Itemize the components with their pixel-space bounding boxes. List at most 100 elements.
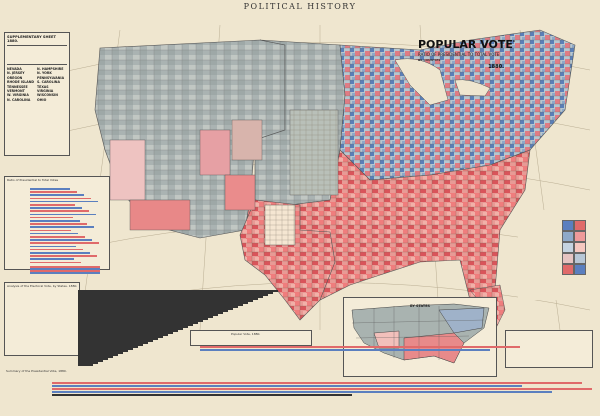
ratio-total-bar [30, 270, 100, 272]
analysis-chart-title: Analysis of the Electoral Vote, by State… [7, 284, 78, 288]
supplementary-notes [7, 45, 67, 65]
key-swatch [562, 220, 574, 231]
supplementary-title: SUPPLEMENTARY SHEET 1880. [7, 35, 56, 43]
new-mexico-region [224, 174, 256, 211]
analysis-bar [78, 336, 163, 338]
popular-vote-label: Popular Vote, 1880. [231, 332, 261, 336]
key-swatch [574, 264, 586, 275]
popular-bar [200, 346, 520, 348]
texas-region [239, 199, 336, 321]
analysis-bar [78, 320, 203, 322]
ratio-bar [30, 220, 80, 222]
supplementary-state: N. YORK [37, 71, 52, 76]
analysis-bar [78, 328, 183, 330]
analysis-bar [78, 294, 268, 296]
map-subtitle: RATIO OF PRESIDENTIAL TO TOTAL VOTE [418, 52, 500, 57]
ratio-bar [30, 210, 89, 212]
supplementary-state: NEVADA [7, 67, 22, 71]
supplementary-sheet-box: SUPPLEMENTARY SHEET 1880. NEVADA N. HAMPS… [4, 32, 70, 156]
bottom-bar [52, 394, 352, 396]
supplementary-state: PENNSYLVANIA [37, 75, 65, 80]
ratio-bar [30, 239, 92, 241]
map-year: 1880. [488, 64, 504, 70]
ratio-bar [30, 261, 81, 264]
analysis-bar [78, 326, 188, 328]
analysis-bar [78, 354, 118, 356]
inset-map-box: BY STATES [343, 297, 497, 377]
inset-title: BY STATES [410, 304, 430, 308]
analysis-bar [78, 302, 248, 304]
analysis-bar [78, 350, 128, 352]
sheet-header: POLITICAL HISTORY [243, 2, 357, 11]
analysis-bar [78, 292, 273, 294]
supplementary-state: VERMONT [7, 89, 25, 94]
bottom-bar [52, 382, 582, 384]
ratio-bar [30, 245, 76, 248]
analysis-bar [78, 344, 143, 346]
ratio-bar [30, 248, 83, 251]
supplementary-state: TEXAS [37, 84, 49, 89]
analysis-bar [78, 310, 228, 312]
analysis-bar [78, 334, 168, 336]
supplementary-state: RHODE ISLAND [7, 80, 35, 85]
supplementary-state: N. HAMPSHIRE [37, 67, 64, 71]
ratio-bar [30, 223, 87, 225]
inset-map [351, 303, 490, 364]
ratio-bar [30, 207, 82, 209]
analysis-bar [78, 318, 208, 320]
bottom-bar [52, 385, 522, 387]
analysis-bar [78, 356, 113, 358]
key-swatch [574, 231, 586, 242]
notes-box [505, 330, 593, 368]
supplementary-state: S. CAROLINA [37, 80, 60, 85]
bottom-bar [52, 388, 592, 390]
great-lakes [394, 58, 449, 106]
analysis-bar [78, 352, 123, 354]
analysis-bar [78, 332, 173, 334]
analysis-bar [78, 296, 263, 298]
analysis-bar [78, 298, 258, 300]
supplementary-state: VIRGINIA [37, 89, 54, 94]
key-swatch [562, 242, 574, 253]
analysis-bar [78, 330, 178, 332]
ratio-bar [30, 255, 97, 257]
ratio-bar [30, 204, 75, 206]
supplementary-state: N. JERSEY [7, 71, 25, 76]
ratio-bar [30, 197, 91, 200]
map-title-block: POPULAR VOTE* RATIO OF PRESIDENTIAL TO T… [418, 38, 518, 70]
supplementary-state: W. VIRGINIA [7, 93, 29, 98]
key-swatch [574, 220, 586, 231]
popular-vote-box: Popular Vote, 1880. [190, 330, 312, 346]
key-swatch [574, 253, 586, 264]
ratio-bar [30, 229, 71, 232]
california-region [109, 139, 146, 201]
map-by-line: BY COUNTIES [418, 58, 441, 62]
ratio-bar [30, 242, 99, 244]
analysis-bar [78, 306, 238, 308]
key-swatch [574, 242, 586, 253]
analysis-chart-box: Analysis of the Electoral Vote, by State… [4, 282, 80, 356]
ratio-bar [30, 236, 85, 238]
popular-bar [200, 349, 490, 351]
analysis-bar [78, 358, 108, 360]
ratio-bar [30, 191, 77, 193]
analysis-bar [78, 304, 243, 306]
ratio-bar [30, 188, 70, 190]
key-swatch [562, 253, 574, 264]
analysis-bar [78, 364, 93, 366]
ratio-total-bar [30, 268, 100, 270]
map-title: POPULAR VOTE [418, 38, 513, 51]
supplementary-state: N. CAROLINA [7, 97, 31, 102]
colorado-region [231, 119, 263, 161]
analysis-bar [78, 308, 233, 310]
ratio-bar [30, 252, 90, 254]
analysis-bar [78, 338, 158, 340]
ratio-bar [30, 226, 94, 228]
analysis-bar [78, 324, 193, 326]
analysis-bar [78, 312, 223, 314]
analysis-bar [78, 340, 153, 342]
ratio-bar [30, 213, 96, 216]
supplementary-state: WISCONSIN [37, 93, 58, 98]
ratio-chart-title: Ratio of Presidential to Total Votes [7, 178, 59, 182]
